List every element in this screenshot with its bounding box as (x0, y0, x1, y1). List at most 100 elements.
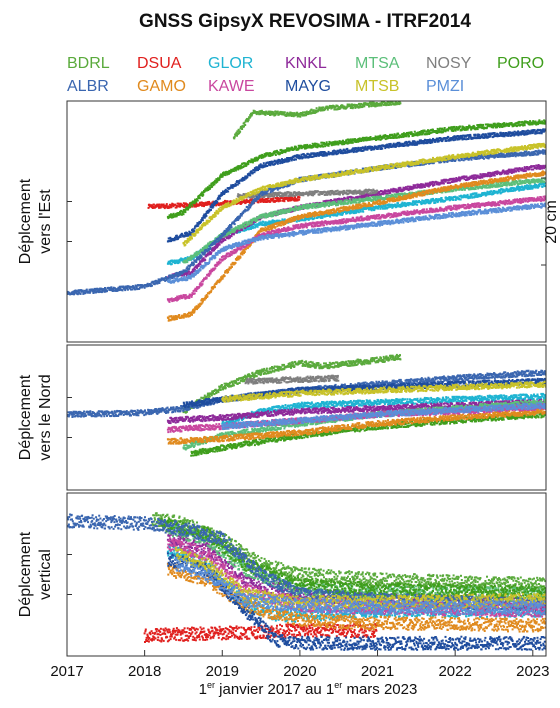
point (375, 199, 377, 202)
point (300, 113, 303, 116)
point (350, 103, 353, 106)
point (251, 220, 254, 223)
point (225, 234, 228, 237)
point (491, 186, 494, 189)
point (486, 191, 489, 194)
point (424, 202, 427, 205)
point (216, 246, 219, 249)
point (301, 206, 304, 209)
point (247, 228, 250, 231)
point (310, 205, 313, 208)
point (270, 211, 273, 214)
point (393, 193, 396, 196)
point (535, 164, 538, 167)
point (372, 104, 375, 107)
point (283, 111, 286, 114)
point (244, 201, 247, 204)
point (351, 200, 354, 203)
point (358, 102, 361, 105)
point (246, 226, 249, 229)
point (389, 205, 392, 208)
point (196, 266, 198, 269)
point (314, 204, 317, 207)
point (529, 186, 532, 189)
point (190, 257, 193, 260)
point (357, 105, 360, 108)
point (247, 163, 250, 165)
point (435, 191, 438, 194)
point (210, 251, 213, 254)
point (420, 190, 423, 193)
point (481, 184, 484, 187)
point (359, 209, 362, 212)
point (413, 201, 415, 204)
point (353, 200, 356, 203)
point (189, 206, 191, 209)
point (360, 195, 363, 198)
point (307, 207, 310, 210)
point (158, 203, 161, 206)
point (251, 227, 254, 230)
point (419, 184, 422, 187)
point (299, 219, 302, 222)
point (335, 198, 337, 201)
point (227, 230, 230, 233)
point (370, 199, 373, 202)
point (222, 239, 225, 242)
point (323, 205, 326, 208)
point (288, 114, 290, 117)
point (481, 186, 484, 189)
point (510, 172, 513, 174)
point (357, 210, 360, 213)
point (162, 203, 165, 206)
point (362, 102, 365, 105)
point (297, 206, 300, 209)
point (522, 168, 525, 171)
point (515, 167, 518, 170)
point (443, 127, 446, 129)
point (256, 219, 259, 222)
point (192, 255, 195, 258)
point (293, 199, 296, 202)
point (290, 199, 293, 202)
point (206, 254, 209, 257)
point (310, 203, 313, 206)
point (540, 182, 543, 185)
point (212, 247, 214, 250)
point (348, 200, 351, 203)
point (502, 169, 505, 172)
point (523, 170, 526, 172)
point (295, 113, 298, 116)
point (289, 199, 292, 202)
point (459, 178, 462, 181)
point (183, 204, 186, 207)
point (236, 226, 239, 229)
point (336, 104, 339, 107)
point (293, 208, 296, 211)
point (381, 191, 384, 194)
point (320, 203, 323, 206)
point (258, 214, 261, 217)
point (192, 270, 195, 273)
point (324, 215, 327, 218)
point (353, 103, 356, 106)
point (283, 218, 286, 221)
point (386, 196, 389, 199)
point (439, 198, 442, 201)
point (243, 199, 246, 202)
point (264, 212, 267, 215)
point (252, 112, 255, 114)
point (433, 183, 436, 186)
point (222, 201, 225, 204)
point (537, 186, 540, 189)
point (336, 214, 339, 217)
point (282, 197, 285, 200)
point (267, 197, 270, 200)
legend-mtsb: MTSB (355, 78, 399, 95)
point (458, 177, 461, 180)
point (259, 216, 262, 219)
point (226, 200, 229, 203)
point (335, 204, 337, 207)
point (357, 211, 360, 214)
point (469, 196, 472, 199)
